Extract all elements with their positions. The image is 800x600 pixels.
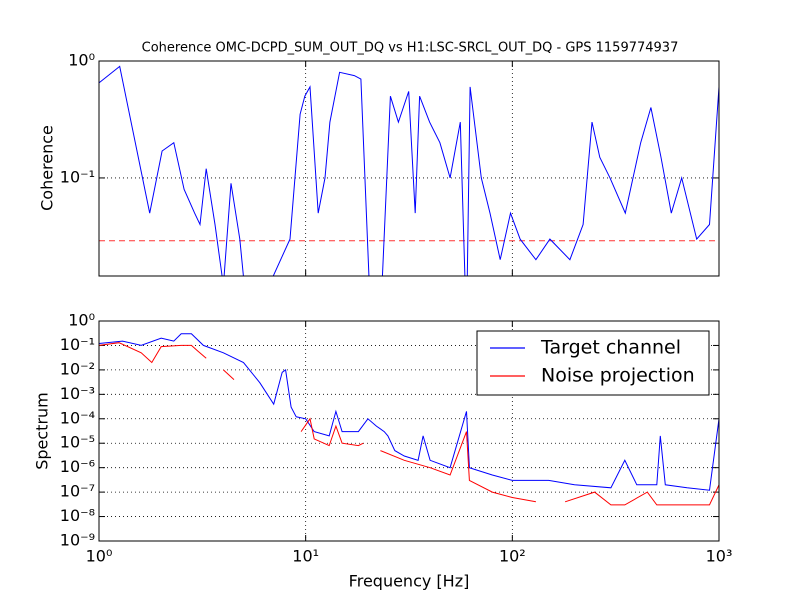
plot-area <box>99 333 719 506</box>
x-tick-label: 10¹ <box>292 547 319 566</box>
y-tick-label: 10⁻⁹ <box>60 531 95 550</box>
y-tick-label: 10⁻⁴ <box>60 408 95 427</box>
y-tick-label: 10⁻⁷ <box>60 482 95 501</box>
legend-box <box>476 330 710 396</box>
legend-label: Target channel <box>540 337 681 359</box>
axes-frame <box>98 60 720 277</box>
x-tick-label: 10² <box>499 547 526 566</box>
y-tick-label: 10⁻¹ <box>60 167 95 186</box>
plot-area <box>99 65 719 276</box>
chart-title: Coherence OMC-DCPD_SUM_OUT_DQ vs H1:LSC-… <box>142 41 679 56</box>
data-line <box>99 333 719 491</box>
y-tick-label: 10⁰ <box>68 51 95 70</box>
x-tick-label: 10³ <box>706 547 733 566</box>
x-axis-label: Frequency [Hz] <box>349 572 470 591</box>
y-tick-label: 10⁻² <box>60 359 95 378</box>
axes-frame <box>98 320 720 542</box>
y-tick-label: 10⁻⁶ <box>60 457 95 476</box>
data-line <box>99 342 719 506</box>
legend-label: Noise projection <box>541 365 695 387</box>
data-line <box>99 65 719 276</box>
y-tick-label: 10⁰ <box>68 311 95 330</box>
y-axis-label: Spectrum <box>33 392 52 470</box>
x-tick-label: 10⁰ <box>86 547 113 566</box>
y-tick-label: 10⁻¹ <box>60 335 95 354</box>
y-tick-label: 10⁻⁸ <box>60 506 95 525</box>
y-tick-label: 10⁻³ <box>60 384 95 403</box>
y-tick-label: 10⁻⁵ <box>60 433 95 452</box>
y-axis-label: Coherence <box>38 125 57 211</box>
